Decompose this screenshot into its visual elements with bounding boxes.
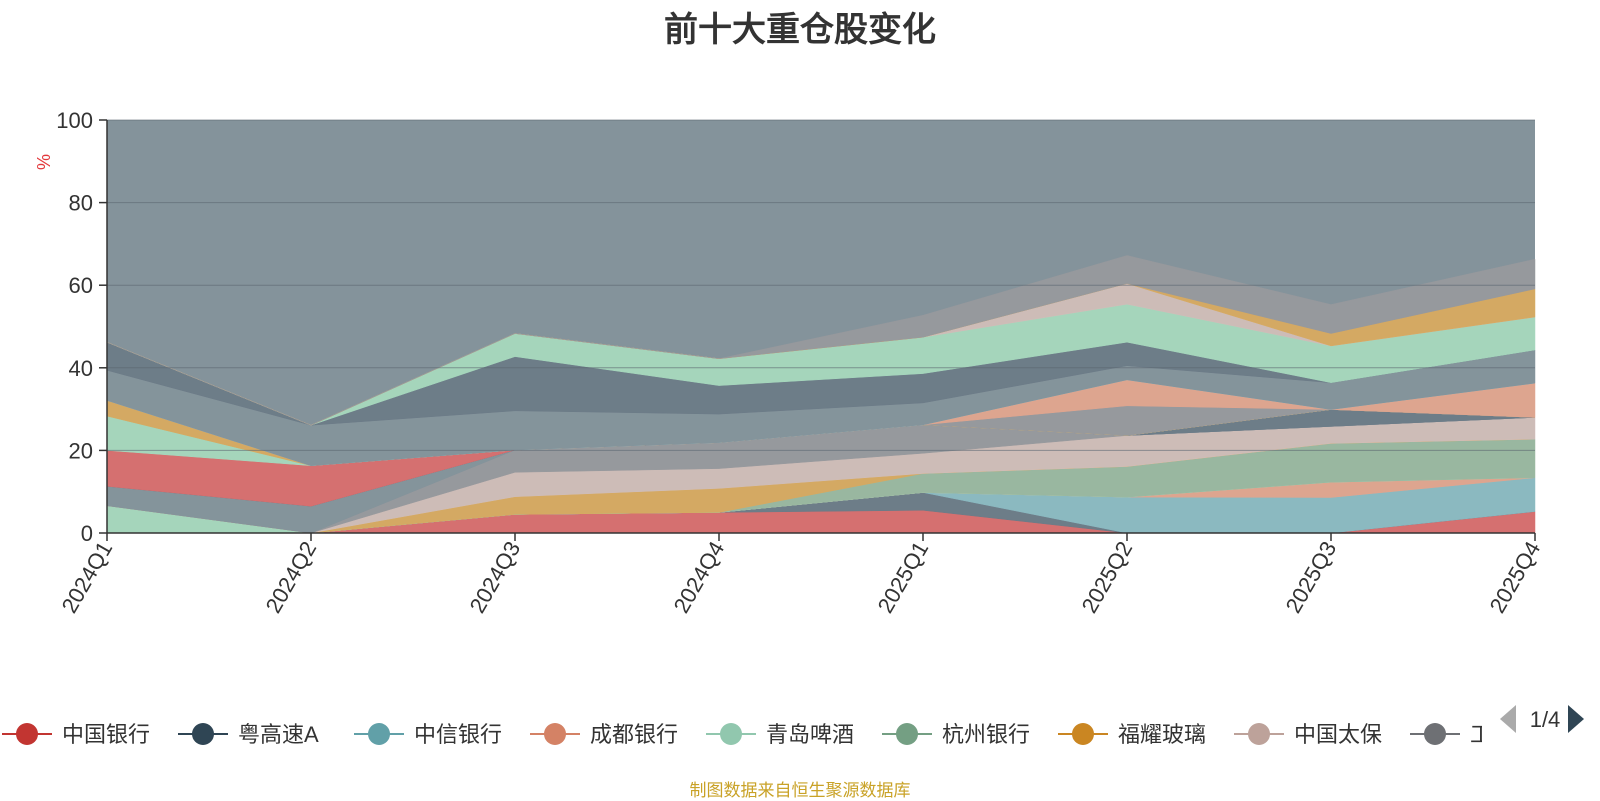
legend-label: 中信银行 bbox=[414, 722, 502, 747]
legend-item[interactable]: 中国太保 bbox=[1234, 722, 1382, 747]
legend-circle-marker bbox=[192, 723, 214, 745]
legend-item[interactable]: 粤高速A bbox=[178, 722, 319, 747]
legend-label: 工 bbox=[1470, 722, 1492, 747]
x-tick-label: 2024Q1 bbox=[57, 537, 118, 617]
y-tick-label: 0 bbox=[81, 521, 93, 546]
gridlines bbox=[107, 119, 1535, 451]
y-tick-label: 40 bbox=[69, 356, 93, 381]
legend-page-indicator: 1/4 bbox=[1530, 707, 1561, 732]
data-source-note: 制图数据来自恒生聚源数据库 bbox=[689, 781, 911, 800]
legend-next-arrow-icon[interactable] bbox=[1568, 705, 1584, 733]
x-tick-label: 2025Q3 bbox=[1281, 537, 1342, 617]
legend-item[interactable]: 青岛啤酒 bbox=[706, 722, 854, 747]
legend-prev-arrow-icon[interactable] bbox=[1500, 705, 1516, 733]
x-tick-label: 2024Q3 bbox=[465, 537, 526, 617]
legend-circle-marker bbox=[544, 723, 566, 745]
legend-circle-marker bbox=[720, 723, 742, 745]
legend: 中国银行 粤高速A 中信银行 成都银行 青岛啤酒 杭州银行 福耀玻璃 中国太保 工 bbox=[2, 722, 1492, 747]
legend-item[interactable]: 福耀玻璃 bbox=[1058, 722, 1206, 747]
legend-circle-marker bbox=[896, 723, 918, 745]
chart-title: 前十大重仓股变化 bbox=[664, 11, 936, 49]
legend-label: 中国银行 bbox=[62, 722, 150, 747]
legend-item[interactable]: 杭州银行 bbox=[882, 722, 1030, 747]
legend-circle-marker bbox=[1248, 723, 1270, 745]
legend-label: 杭州银行 bbox=[942, 722, 1030, 747]
series-areas bbox=[106, 255, 1536, 534]
legend-label: 福耀玻璃 bbox=[1118, 722, 1206, 747]
legend-circle-marker bbox=[1072, 723, 1094, 745]
legend-label: 中国太保 bbox=[1294, 722, 1382, 747]
legend-label: 青岛啤酒 bbox=[766, 722, 854, 747]
y-axis-label: % bbox=[34, 154, 54, 170]
legend-item[interactable]: 中国银行 bbox=[2, 722, 150, 747]
y-tick-label: 60 bbox=[69, 273, 93, 298]
legend-circle-marker bbox=[1424, 723, 1446, 745]
x-tick-label: 2025Q1 bbox=[873, 537, 934, 617]
legend-item[interactable]: 中信银行 bbox=[354, 722, 502, 747]
legend-circle-marker bbox=[16, 723, 38, 745]
y-tick-label: 20 bbox=[69, 438, 93, 463]
legend-label: 粤高速A bbox=[238, 722, 319, 747]
legend-item[interactable]: 成都银行 bbox=[530, 722, 678, 747]
x-tick-label: 2025Q2 bbox=[1077, 537, 1138, 617]
y-tick-label: 100 bbox=[56, 108, 93, 133]
y-tick-label: 80 bbox=[69, 191, 93, 216]
x-tick-label: 2024Q2 bbox=[261, 537, 322, 617]
x-tick-label: 2025Q4 bbox=[1485, 537, 1546, 617]
legend-label: 成都银行 bbox=[590, 722, 678, 747]
area-series-22[interactable] bbox=[106, 255, 1536, 426]
x-tick-label: 2024Q4 bbox=[669, 537, 730, 617]
legend-item[interactable]: 工 bbox=[1410, 722, 1492, 747]
legend-pager: 1/4 bbox=[1500, 705, 1584, 733]
legend-circle-marker bbox=[368, 723, 390, 745]
